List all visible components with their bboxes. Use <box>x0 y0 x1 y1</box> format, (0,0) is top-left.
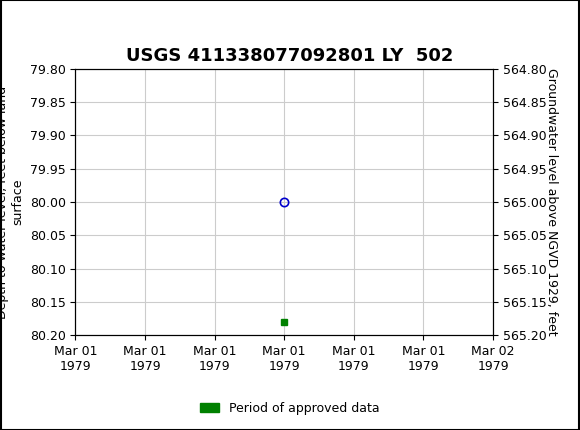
Y-axis label: Depth to water level, feet below land
surface: Depth to water level, feet below land su… <box>0 86 24 319</box>
Text: █USGS: █USGS <box>12 12 86 31</box>
Text: USGS: USGS <box>0 14 42 29</box>
Text: USGS 411338077092801 LY  502: USGS 411338077092801 LY 502 <box>126 47 454 65</box>
FancyBboxPatch shape <box>3 3 35 40</box>
Legend: Period of approved data: Period of approved data <box>195 397 385 420</box>
Y-axis label: Groundwater level above NGVD 1929, feet: Groundwater level above NGVD 1929, feet <box>545 68 558 336</box>
